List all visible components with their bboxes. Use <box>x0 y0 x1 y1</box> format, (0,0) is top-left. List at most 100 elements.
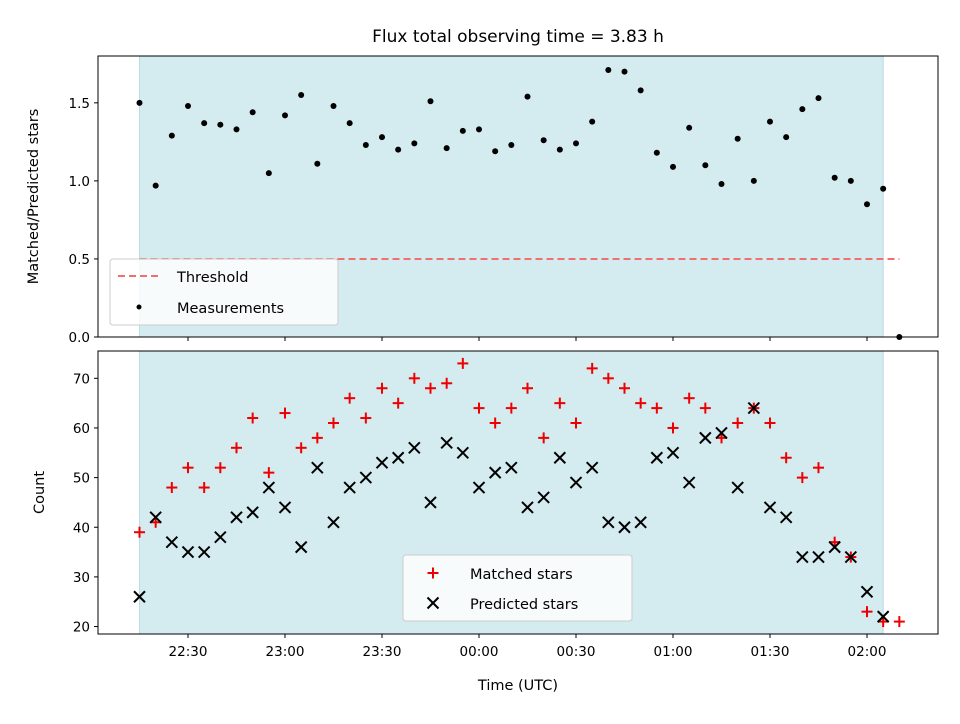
legend-threshold-label: Threshold <box>176 270 248 286</box>
predicted-star-marker <box>327 516 340 529</box>
time-x-axis-label: Time (UTC) <box>477 678 558 694</box>
predicted-star-marker <box>440 436 453 450</box>
count-y-axis: 20 30 40 50 60 70 <box>73 371 98 636</box>
time-x-tick-label: 01:00 <box>654 644 693 660</box>
predicted-star-marker <box>521 501 534 514</box>
predicted-star-marker <box>149 511 162 524</box>
predicted-star-marker <box>214 530 227 544</box>
measurement-point <box>298 92 305 99</box>
measurement-point <box>540 137 547 144</box>
measurement-point <box>653 149 660 156</box>
measurement-point <box>670 163 676 170</box>
measurement-point <box>702 162 709 169</box>
measurement-point <box>524 93 531 100</box>
measurement-point <box>233 126 240 133</box>
measurement-point <box>831 174 838 181</box>
legend-predicted-label: Predicted stars <box>470 597 578 613</box>
measurement-point <box>589 118 596 125</box>
ratio-y-tick-label: 0.0 <box>69 330 90 346</box>
measurement-point <box>411 140 418 147</box>
predicted-stars-points <box>133 401 890 623</box>
predicted-star-marker <box>569 476 583 489</box>
count-legend: Matched stars Predicted stars <box>402 554 633 622</box>
ratio-y-tick-label: 1.0 <box>69 174 90 190</box>
predicted-star-marker <box>860 585 874 599</box>
predicted-star-marker <box>408 441 421 455</box>
predicted-star-marker <box>715 426 728 440</box>
predicted-star-marker <box>230 511 243 524</box>
legend-measurements-swatch <box>136 304 142 310</box>
predicted-star-marker <box>246 506 259 519</box>
measurement-point <box>556 146 563 153</box>
measurement-point <box>168 132 175 139</box>
measurement-point <box>799 106 806 113</box>
legend-matched-swatch <box>427 567 439 579</box>
measurement-point <box>637 87 644 94</box>
predicted-star-marker <box>634 516 647 529</box>
predicted-star-marker <box>763 501 777 514</box>
ratio-legend: Threshold Measurements <box>109 258 339 326</box>
time-x-tick-label: 00:00 <box>460 644 499 660</box>
measurement-point <box>750 177 757 184</box>
predicted-star-marker <box>424 496 437 509</box>
measurement-point <box>152 182 159 189</box>
measurement-point <box>443 145 450 152</box>
legend-matched-label: Matched stars <box>470 567 573 583</box>
ratio-y-axis-label: Matched/Predicted stars <box>26 109 42 285</box>
measurement-point <box>362 141 369 148</box>
predicted-star-marker <box>876 610 890 623</box>
predicted-star-marker <box>375 456 389 469</box>
measurement-point <box>621 68 628 75</box>
legend-predicted-marker <box>426 596 440 610</box>
measurement-point <box>282 112 288 119</box>
measurement-point <box>379 134 385 141</box>
predicted-star-marker <box>650 451 664 464</box>
count-y-axis-label: Count <box>32 471 48 514</box>
predicted-star-marker <box>618 521 631 534</box>
legend-predicted-swatch <box>426 596 440 610</box>
measurement-point <box>395 146 402 153</box>
predicted-star-marker <box>343 481 356 494</box>
time-x-tick-label: 23:30 <box>363 644 402 660</box>
measurement-point <box>185 102 191 109</box>
predicted-star-marker <box>505 461 518 474</box>
measurement-point <box>686 124 693 131</box>
chart-title: Flux total observing time = 3.83 h <box>372 27 664 47</box>
predicted-star-marker <box>699 431 712 445</box>
predicted-star-marker <box>488 466 502 479</box>
measurement-point <box>573 140 579 147</box>
ratio-legend-box <box>109 258 339 326</box>
measurement-point <box>459 127 466 134</box>
predicted-star-marker <box>391 451 405 464</box>
count-legend-box <box>402 554 633 622</box>
predicted-star-marker <box>472 481 486 494</box>
ratio-axes-frame <box>97 55 939 338</box>
predicted-star-marker <box>747 401 761 415</box>
predicted-star-marker <box>133 590 146 603</box>
predicted-star-marker <box>311 461 324 474</box>
count-y-tick-label: 60 <box>73 421 90 437</box>
measurement-point <box>201 120 208 127</box>
predicted-star-marker <box>666 446 680 459</box>
measurement-point <box>880 185 887 192</box>
predicted-star-marker <box>731 481 744 494</box>
measurement-point <box>492 148 499 155</box>
measurement-point <box>346 120 353 127</box>
measurement-points <box>136 67 903 340</box>
count-y-tick-label: 30 <box>73 570 90 586</box>
predicted-star-marker <box>537 491 550 504</box>
time-x-tick-label: 02:00 <box>848 644 887 660</box>
time-x-axis: 22:30 23:00 23:30 00:00 00:30 01:00 01:30 02:00 <box>169 634 887 660</box>
ratio-y-axis: 0.0 0.5 1.0 1.5 <box>69 96 98 346</box>
legend-measurements-label: Measurements <box>177 301 284 317</box>
measurement-point <box>314 160 321 167</box>
predicted-star-marker <box>796 550 809 564</box>
measurement-point <box>508 141 515 148</box>
predicted-star-marker <box>181 545 195 559</box>
time-x-tick-label: 23:00 <box>266 644 305 660</box>
count-panel: 20 30 40 50 60 70 22:30 23:00 23:30 00:00 00:30 01… <box>32 350 939 694</box>
measurement-point <box>847 177 854 184</box>
measurement-point <box>864 201 870 208</box>
measurement-point <box>734 135 741 142</box>
